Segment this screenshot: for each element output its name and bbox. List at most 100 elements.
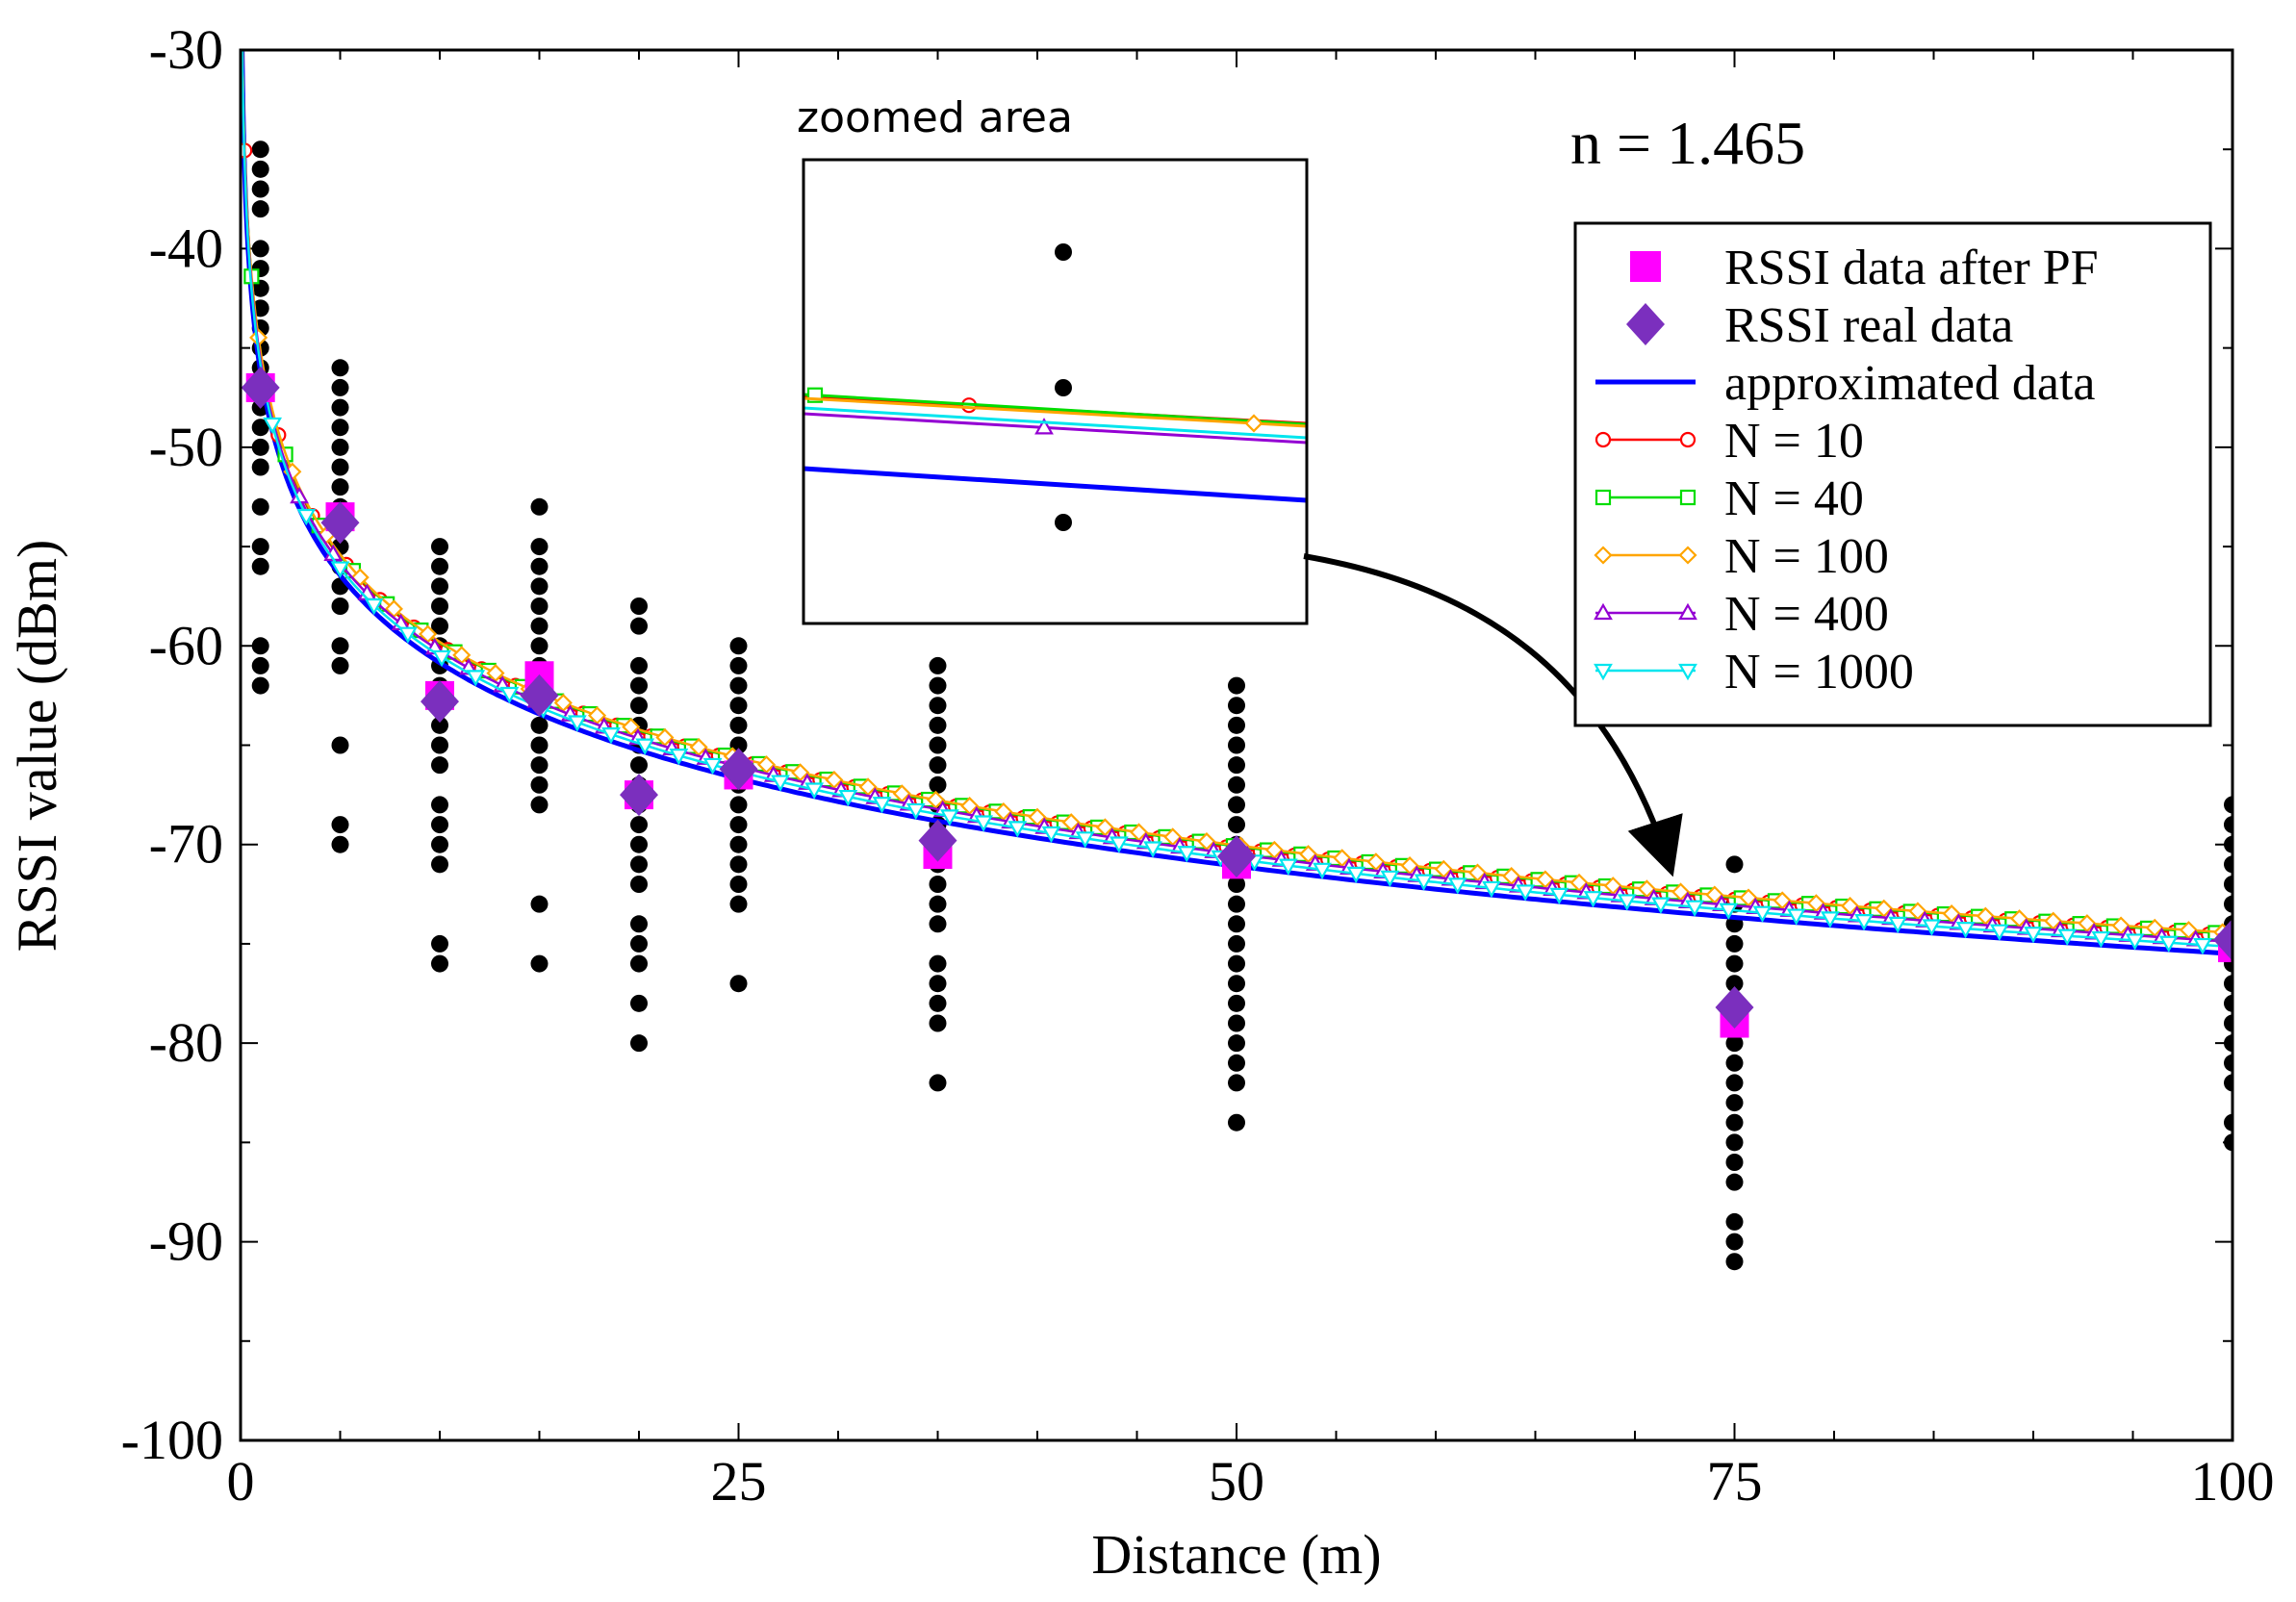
raw-sample-dot: [929, 736, 947, 754]
series-marker: [601, 727, 621, 745]
raw-sample-dot: [431, 617, 448, 635]
series-marker: [1685, 900, 1704, 917]
raw-sample-dot: [929, 697, 947, 715]
raw-sample-dot: [630, 855, 648, 874]
raw-sample-dot: [1228, 676, 1245, 695]
raw-sample-dot: [2224, 855, 2232, 874]
raw-sample-dot: [530, 497, 548, 516]
raw-sample-dot: [929, 676, 947, 695]
raw-sample-dot: [1228, 895, 1245, 913]
raw-sample-dot: [431, 954, 448, 973]
series-marker: [825, 771, 844, 790]
inset-approximated-line: [804, 466, 1307, 503]
raw-sample-dot: [431, 716, 448, 734]
inset-series-line: [804, 412, 1307, 445]
raw-sample-dot: [630, 876, 648, 893]
raw-sample-dot: [530, 895, 548, 913]
raw-sample-dot: [1228, 1054, 1245, 1072]
series-marker: [296, 508, 317, 526]
legend-label: N = 400: [1724, 587, 1889, 642]
series-marker: [1617, 894, 1637, 911]
raw-sample-dot: [1725, 1034, 1744, 1053]
series-marker: [926, 790, 945, 809]
legend-label: approximated data: [1724, 356, 2096, 411]
raw-sample-dot: [929, 915, 947, 933]
raw-sample-dot: [251, 160, 269, 178]
series-marker: [1908, 902, 1927, 921]
series-marker: [1922, 919, 1942, 936]
raw-sample-dot: [251, 557, 269, 575]
series-marker: [1773, 891, 1792, 910]
raw-sample-dot: [630, 756, 648, 775]
raw-sample-dot: [331, 816, 349, 834]
x-tick-label: 50: [1209, 1450, 1264, 1513]
series-marker: [892, 784, 911, 803]
series-marker: [669, 749, 689, 766]
series-marker: [838, 789, 858, 807]
raw-sample-dot: [929, 895, 947, 913]
raw-sample-dot: [929, 1074, 947, 1092]
series-marker: [1028, 807, 1047, 826]
raw-sample-dot: [1725, 1233, 1744, 1251]
series-marker: [1888, 916, 1908, 934]
raw-sample-dot: [431, 557, 448, 575]
raw-sample-dot: [2224, 1133, 2232, 1152]
real-data-point: [241, 366, 280, 409]
legend-label: RSSI real data: [1724, 298, 2013, 353]
tick-labels: 0 25 50 75 100 -100 -90 -80 -70 -60 -50 -40 -30: [121, 18, 2275, 1513]
series-marker: [2145, 918, 2164, 937]
raw-sample-dot: [530, 776, 548, 794]
raw-sample-dot: [331, 478, 349, 496]
raw-sample-dot: [1725, 954, 1744, 973]
real-data-point: [421, 680, 459, 724]
legend-marker: [1630, 251, 1661, 282]
series-marker: [1679, 489, 1696, 506]
real-data-point: [918, 819, 957, 862]
raw-sample-dot: [530, 796, 548, 814]
raw-sample-dot: [1725, 1094, 1744, 1112]
y-tick-label: -100: [121, 1409, 223, 1471]
raw-sample-dot: [2224, 1074, 2232, 1092]
raw-sample-dot: [1725, 1154, 1744, 1171]
raw-sample-dot: [530, 557, 548, 575]
raw-sample-dot: [530, 954, 548, 973]
series-marker: [702, 757, 723, 776]
x-tick-label: 0: [227, 1450, 255, 1513]
raw-sample-dot: [630, 954, 648, 973]
series-marker: [1075, 831, 1095, 849]
raw-sample-dot: [929, 656, 947, 674]
axis-ticks: [240, 49, 2233, 1441]
series-marker: [1041, 826, 1061, 844]
series-marker: [1380, 870, 1400, 888]
raw-sample-dot: [1725, 934, 1744, 953]
raw-sample-dot: [1725, 1212, 1744, 1231]
series-marker: [1095, 818, 1114, 837]
raw-sample-dot: [530, 538, 548, 556]
series-marker: [1177, 846, 1197, 863]
raw-sample-dot: [630, 915, 648, 933]
raw-sample-dot: [729, 676, 748, 695]
raw-sample-dot: [630, 617, 648, 635]
raw-sample-dot: [1228, 816, 1245, 834]
raw-sample-dot: [1725, 1054, 1744, 1072]
y-tick-label: -80: [149, 1011, 223, 1074]
series-marker: [1583, 891, 1603, 908]
raw-sample-dot: [1228, 1074, 1245, 1092]
series-marker: [1264, 840, 1284, 859]
raw-sample-dot: [530, 736, 548, 754]
raw-sample-dot: [1725, 1253, 1744, 1271]
series-marker: [499, 686, 520, 704]
raw-sample-dot: [251, 458, 269, 476]
series-marker: [1679, 431, 1696, 448]
series-marker: [1854, 914, 1874, 931]
series-marker: [2193, 937, 2212, 955]
legend-label: N = 40: [1724, 471, 1864, 526]
series-marker: [2024, 927, 2043, 944]
legend-label: N = 1000: [1724, 645, 1914, 699]
series-n100: [241, 50, 2232, 942]
raw-sample-dot: [1228, 716, 1245, 734]
series-marker: [1366, 852, 1386, 872]
raw-sample-dot: [630, 598, 648, 615]
